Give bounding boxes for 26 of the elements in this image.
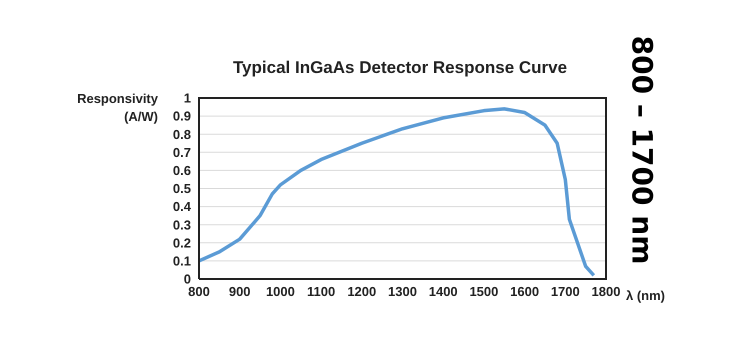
x-tick-label: 1200 xyxy=(347,284,376,300)
y-tick-label: 0.6 xyxy=(172,163,191,178)
x-tick-label: 1300 xyxy=(388,284,417,300)
x-tick-label: 900 xyxy=(228,284,251,300)
x-tick-label: 1000 xyxy=(266,284,295,300)
x-tick-label: 1800 xyxy=(592,284,620,300)
y-axis-title: Responsivity (A/W) xyxy=(76,90,158,126)
y-tick-label: 0 xyxy=(184,272,191,287)
y-tick-label: 0.8 xyxy=(172,126,191,142)
x-tick-label: 1700 xyxy=(550,284,580,300)
x-tick-label: 1500 xyxy=(469,284,498,300)
chart-title: Typical InGaAs Detector Response Curve xyxy=(232,58,568,78)
text: 800 – 1700 nm xyxy=(626,36,658,264)
y-tick-label: 0.1 xyxy=(172,254,191,269)
y-tick-label: 0.7 xyxy=(172,144,191,160)
y-tick-label: 1 xyxy=(184,90,191,106)
x-tick-label: 1100 xyxy=(307,284,336,300)
x-tick-label: 800 xyxy=(188,284,210,300)
y-tick-label: 0.2 xyxy=(172,235,191,250)
x-tick-label: 1400 xyxy=(428,284,458,300)
y-tick-label: 0.5 xyxy=(172,181,191,196)
y-tick-label: 0.3 xyxy=(172,217,191,232)
x-tick-label: 1600 xyxy=(510,284,540,300)
y-tick-label: 0.9 xyxy=(172,108,191,124)
y-tick-label: 0.4 xyxy=(172,199,192,214)
x-axis-title: λ (nm) xyxy=(626,288,665,303)
